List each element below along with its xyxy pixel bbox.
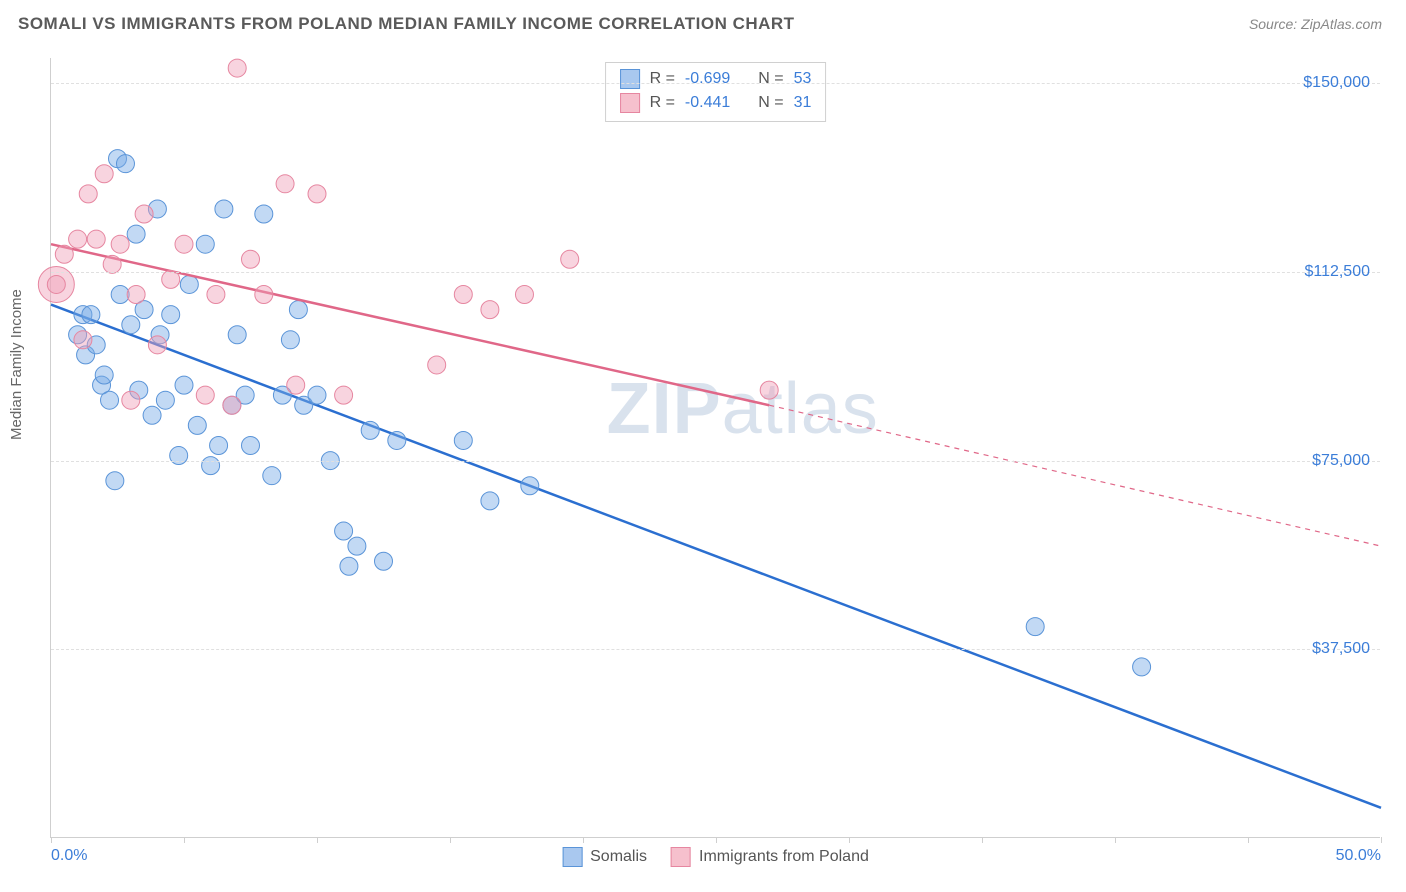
legend-n-value: 31 xyxy=(794,94,812,112)
chart-source: Source: ZipAtlas.com xyxy=(1249,16,1382,32)
legend-n-label: N = xyxy=(758,94,783,112)
chart-title: SOMALI VS IMMIGRANTS FROM POLAND MEDIAN … xyxy=(18,14,795,34)
legend-item: Immigrants from Poland xyxy=(671,847,869,867)
legend-r-label: R = xyxy=(650,70,675,88)
chart-plot-area: ZIPatlas R = -0.699 N = 53 R = -0.441 N … xyxy=(50,58,1380,838)
legend-item: Somalis xyxy=(562,847,647,867)
y-tick-label: $112,500 xyxy=(1304,263,1370,281)
legend-r-label: R = xyxy=(650,94,675,112)
legend-row: R = -0.699 N = 53 xyxy=(620,67,812,91)
legend-swatch xyxy=(562,847,582,867)
legend-n-label: N = xyxy=(758,70,783,88)
y-tick-label: $150,000 xyxy=(1303,74,1370,92)
legend-swatch xyxy=(620,69,640,89)
y-axis-label: Median Family Income xyxy=(8,289,25,440)
legend-label: Immigrants from Poland xyxy=(699,848,869,866)
legend-r-value: -0.699 xyxy=(685,70,730,88)
legend-n-value: 53 xyxy=(794,70,812,88)
chart-svg xyxy=(51,58,1380,837)
legend-series: Somalis Immigrants from Poland xyxy=(562,847,869,867)
legend-label: Somalis xyxy=(590,848,647,866)
legend-swatch xyxy=(620,93,640,113)
legend-swatch xyxy=(671,847,691,867)
legend-row: R = -0.441 N = 31 xyxy=(620,91,812,115)
x-tick-label: 0.0% xyxy=(51,847,87,865)
legend-r-value: -0.441 xyxy=(685,94,730,112)
legend-correlation: R = -0.699 N = 53 R = -0.441 N = 31 xyxy=(605,62,827,122)
y-tick-label: $75,000 xyxy=(1312,452,1370,470)
y-tick-label: $37,500 xyxy=(1312,640,1370,658)
chart-header: SOMALI VS IMMIGRANTS FROM POLAND MEDIAN … xyxy=(0,0,1406,44)
x-tick-label: 50.0% xyxy=(1336,847,1381,865)
